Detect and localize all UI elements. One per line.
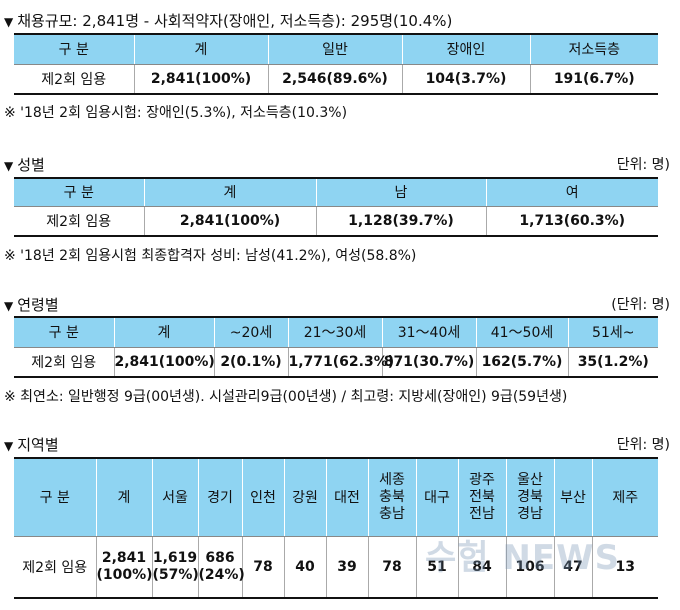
cell-total: 2,841(100%): [133, 63, 269, 95]
header-cell: 세종 충북 충남: [367, 457, 417, 537]
header-cell: 계: [95, 457, 153, 537]
cell-gyeonggi: 686 (24%): [197, 535, 245, 599]
header-cell: 광주 전북 전남: [457, 457, 507, 537]
gender-table: 구 분 계 남 여 제2회 임용 2,841(100%) 1,128(39.7%…: [14, 177, 658, 237]
region-table: 구 분 계 서울 경기 인천 강원 대전 세종 충북 충남 대구 광주 전북 전…: [14, 457, 658, 599]
age-table: 구 분 계 ~20세 21～30세 31～40세 41～50세 51세~ 제2회…: [14, 316, 658, 378]
cell-age-31-40: 871(30.7%): [381, 346, 477, 378]
triangle-down-icon: ▼: [4, 159, 14, 173]
section4-heading: ▼ 지역별: [4, 434, 59, 455]
watermark-logo: 수험 NEWS: [425, 538, 621, 578]
cell-male: 1,128(39.7%): [315, 205, 487, 237]
header-cell: 저소득층: [529, 33, 658, 65]
cell-age-51-plus: 35(1.2%): [567, 346, 658, 378]
header-cell: 대전: [325, 457, 369, 537]
section1-heading: ▼ 채용규모: 2,841명 - 사회적약자(장애인, 저소득층): 295명(1…: [4, 10, 452, 31]
header-cell: 강원: [283, 457, 327, 537]
triangle-down-icon: ▼: [4, 15, 14, 29]
table-header-row: 구 분 계 남 여: [14, 177, 658, 207]
header-cell: 31～40세: [381, 316, 477, 348]
header-cell: 남: [315, 177, 487, 207]
section1-note: ※ '18년 2회 임용시험: 장애인(5.3%), 저소득층(10.3%): [4, 105, 348, 121]
header-cell: 구 분: [14, 177, 145, 207]
header-cell: 인천: [241, 457, 285, 537]
table-row: 제2회 임용 2,841(100%) 1,128(39.7%) 1,713(60…: [14, 205, 658, 237]
cell-total: 2,841 (100%): [95, 535, 153, 599]
header-cell: 계: [143, 177, 317, 207]
table-row: 제2회 임용 2,841(100%) 2,546(89.6%) 104(3.7%…: [14, 63, 658, 95]
section3-unit: (단위: 명): [611, 297, 670, 313]
cell-incheon: 78: [241, 535, 285, 599]
row-label: 제2회 임용: [14, 205, 145, 237]
cell-ulsan-gyeongsang: 106: [505, 535, 555, 599]
section2-unit: 단위: 명): [616, 157, 670, 173]
triangle-down-icon: ▼: [4, 299, 14, 313]
header-cell: 부산: [553, 457, 593, 537]
recruitment-scale-table: 구 분 계 일반 장애인 저소득층 제2회 임용 2,841(100%) 2,5…: [14, 33, 658, 95]
section3-note: ※ 최연소: 일반행정 9급(00년생). 시설관리9급(00년생) / 최고령…: [4, 389, 568, 405]
cell-gwangju-jeolla: 84: [457, 535, 507, 599]
header-cell: 21～30세: [287, 316, 383, 348]
cell-gangwon: 40: [283, 535, 327, 599]
header-cell: ~20세: [213, 316, 289, 348]
cell-total: 2,841(100%): [143, 205, 317, 237]
section2-note: ※ '18년 2회 임용시험 최종합격자 성비: 남성(41.2%), 여성(5…: [4, 248, 417, 264]
header-cell: 41～50세: [475, 316, 569, 348]
cell-jeju: 13: [591, 535, 658, 599]
header-cell: 계: [113, 316, 215, 348]
cell-general: 2,546(89.6%): [267, 63, 403, 95]
cell-daejeon: 39: [325, 535, 369, 599]
header-cell: 울산 경북 경남: [505, 457, 555, 537]
cell-age-41-50: 162(5.7%): [475, 346, 569, 378]
table-header-row: 구 분 계 서울 경기 인천 강원 대전 세종 충북 충남 대구 광주 전북 전…: [14, 457, 658, 537]
section1-title: 채용규모: 2,841명 - 사회적약자(장애인, 저소득층): 295명(10…: [17, 12, 453, 30]
table-row: 제2회 임용 2,841(100%) 2(0.1%) 1,771(62.3%) …: [14, 346, 658, 378]
section4-unit: 단위: 명): [616, 437, 670, 453]
section4-title: 지역별: [17, 436, 59, 454]
header-cell: 경기: [197, 457, 243, 537]
triangle-down-icon: ▼: [4, 439, 14, 453]
header-cell: 계: [133, 33, 269, 65]
section3-heading: ▼ 연령별: [4, 294, 59, 315]
header-cell: 대구: [415, 457, 459, 537]
cell-age-under20: 2(0.1%): [213, 346, 289, 378]
row-label: 제2회 임용: [14, 535, 97, 599]
header-cell: 51세~: [567, 316, 658, 348]
table-header-row: 구 분 계 ~20세 21～30세 31～40세 41～50세 51세~: [14, 316, 658, 348]
header-cell: 장애인: [401, 33, 531, 65]
cell-sejong-chung: 78: [367, 535, 417, 599]
cell-seoul: 1,619 (57%): [151, 535, 199, 599]
header-cell: 구 분: [14, 316, 115, 348]
header-cell: 제주: [591, 457, 658, 537]
row-label: 제2회 임용: [14, 63, 135, 95]
cell-total: 2,841(100%): [113, 346, 215, 378]
cell-disabled: 104(3.7%): [401, 63, 531, 95]
cell-low-income: 191(6.7%): [529, 63, 658, 95]
header-cell: 여: [485, 177, 658, 207]
cell-female: 1,713(60.3%): [485, 205, 658, 237]
section2-title: 성별: [17, 156, 45, 174]
header-cell: 구 분: [14, 457, 97, 537]
header-cell: 일반: [267, 33, 403, 65]
section2-heading: ▼ 성별: [4, 154, 45, 175]
cell-busan: 47: [553, 535, 593, 599]
table-header-row: 구 분 계 일반 장애인 저소득층: [14, 33, 658, 65]
cell-age-21-30: 1,771(62.3%): [287, 346, 394, 378]
header-cell: 구 분: [14, 33, 135, 65]
table-row: 제2회 임용 2,841 (100%) 1,619 (57%) 686 (24%…: [14, 535, 658, 599]
section3-title: 연령별: [17, 296, 59, 314]
row-label: 제2회 임용: [14, 346, 115, 378]
header-cell: 서울: [151, 457, 199, 537]
